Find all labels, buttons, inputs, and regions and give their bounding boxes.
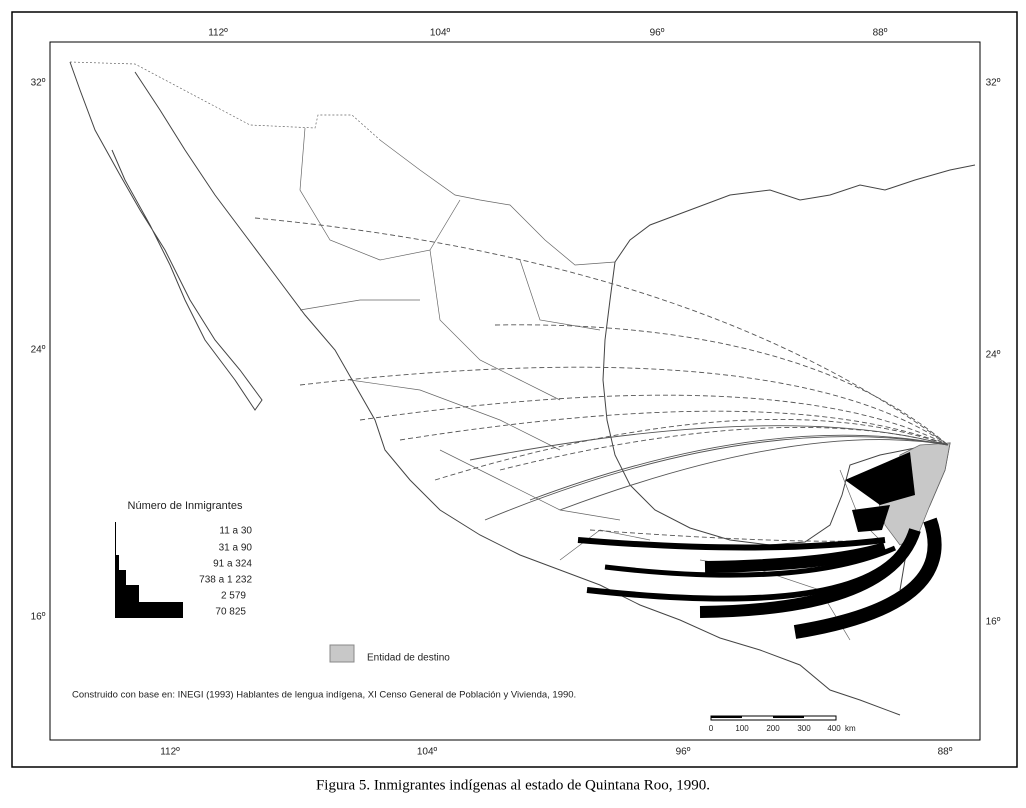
scale-label: 200 [766,724,780,733]
latitude-label: 16º [31,612,46,623]
flow-arrow [845,452,915,505]
us-border [379,139,616,266]
longitude-label: 96º [676,747,691,758]
coordinates: 112º 104º 96º 88º 112º 104º 96º 88º 32º … [31,28,1001,758]
flow-arrow [577,537,886,551]
flow-line [299,366,949,446]
flow-line [499,426,949,471]
destination-label: Entidad de destino [367,653,450,664]
flow-arrow [793,517,942,639]
flow-arrow [704,542,887,573]
flow-line [589,529,881,542]
pacific-coast [134,71,901,716]
latitude-label: 32º [31,78,46,89]
latitude-label: 24º [986,350,1001,361]
latitude-label: 32º [986,78,1001,89]
scale-label: 0 [709,724,714,733]
longitude-label: 96º [650,28,665,39]
longitude-label: 88º [873,28,888,39]
destination-swatch [329,644,355,663]
flow-line [399,410,949,446]
legend-class: 91 a 324 [213,559,252,570]
legend-title: Número de Inmigrantes [128,500,243,512]
flow-line [559,439,949,511]
source-note: Construido con base en: INEGI (1993) Hab… [72,690,576,701]
longitude-label: 88º [938,747,953,758]
legend-class: 31 a 90 [219,543,253,554]
longitude-label: 104º [417,747,438,758]
flow-line [484,436,949,521]
scale-segment [773,716,804,718]
legend-class: 11 a 30 [219,526,252,537]
longitude-label: 112º [160,747,180,758]
flow-line [529,434,949,501]
latitude-label: 24º [31,345,46,356]
scale-label: 300 [797,724,811,733]
longitude-label: 112º [208,28,228,39]
us-border [69,61,381,141]
scale-label: 100 [735,724,749,733]
us-gulf-coast [614,164,976,263]
legend-class: 738 a 1 232 [199,575,252,586]
flow-arrow [852,505,890,532]
legend: Número de Inmigrantes 11 a 30 31 a 90 91… [115,500,450,664]
legend-class: 2 579 [221,591,246,602]
figure-caption: Figura 5. Inmigrantes indígenas al estad… [316,777,710,793]
outer-frame [11,11,1018,768]
scale-unit: km [845,724,856,733]
flow-line [254,217,949,446]
map-frame [49,41,981,741]
flow-line [469,425,949,461]
flow-line [434,419,949,481]
latitude-label: 16º [986,617,1001,628]
flow-arrow [604,545,897,578]
scale-segment [711,716,742,718]
scale-label: 400 [827,724,841,733]
flow-line [494,324,949,446]
flow-arrow [699,528,921,618]
baja-coast [69,61,263,411]
longitude-label: 104º [430,28,451,39]
flow-line [359,394,949,446]
legend-class: 70 825 [215,607,246,618]
legend-steps [115,522,183,618]
flows [254,217,949,639]
scale-bar: 0 100 200 300 400 km [709,715,856,733]
